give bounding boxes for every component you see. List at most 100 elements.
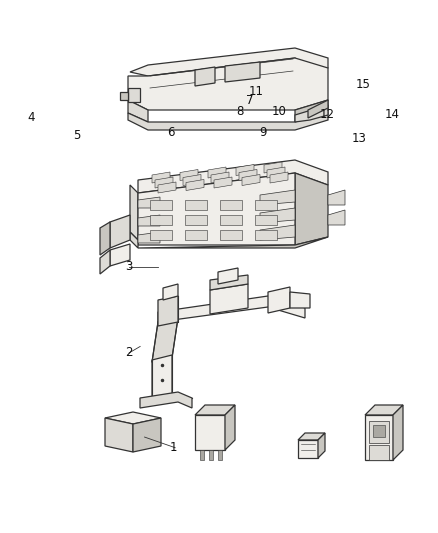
Polygon shape	[138, 160, 328, 193]
Polygon shape	[373, 425, 385, 437]
Polygon shape	[105, 412, 161, 424]
Polygon shape	[290, 292, 310, 308]
Polygon shape	[130, 232, 138, 248]
Polygon shape	[295, 173, 328, 245]
Polygon shape	[260, 208, 295, 223]
Polygon shape	[152, 355, 172, 400]
Polygon shape	[128, 88, 140, 102]
Polygon shape	[138, 232, 160, 243]
Polygon shape	[267, 167, 285, 178]
Polygon shape	[128, 100, 148, 122]
Bar	[255, 215, 277, 225]
Bar	[220, 215, 242, 225]
Polygon shape	[100, 250, 110, 274]
Polygon shape	[163, 284, 178, 300]
Bar	[209, 450, 213, 460]
Polygon shape	[260, 225, 295, 240]
Text: 10: 10	[272, 106, 287, 118]
Polygon shape	[208, 167, 226, 178]
Polygon shape	[130, 48, 328, 76]
Polygon shape	[369, 445, 389, 460]
Polygon shape	[210, 275, 248, 290]
Polygon shape	[298, 433, 325, 440]
Polygon shape	[120, 92, 128, 100]
Text: 13: 13	[352, 132, 367, 145]
Text: 14: 14	[385, 108, 399, 121]
Polygon shape	[128, 113, 328, 130]
Text: 9: 9	[259, 126, 267, 139]
Text: 1: 1	[169, 441, 177, 454]
Text: 2: 2	[125, 346, 133, 359]
Bar	[200, 450, 204, 460]
Polygon shape	[133, 418, 161, 452]
Polygon shape	[268, 287, 290, 313]
Polygon shape	[195, 415, 225, 450]
Text: 12: 12	[320, 108, 335, 121]
Polygon shape	[152, 172, 170, 183]
Polygon shape	[369, 421, 389, 443]
Polygon shape	[264, 162, 282, 173]
Polygon shape	[260, 190, 295, 205]
Polygon shape	[186, 180, 204, 190]
Polygon shape	[130, 185, 138, 240]
Polygon shape	[295, 105, 328, 122]
Bar	[185, 215, 207, 225]
Polygon shape	[180, 169, 198, 181]
Text: 5: 5	[73, 130, 80, 142]
Bar	[150, 200, 172, 210]
Text: 6: 6	[167, 126, 175, 139]
Bar	[220, 230, 242, 240]
Polygon shape	[158, 296, 305, 322]
Polygon shape	[195, 67, 215, 86]
Polygon shape	[110, 244, 130, 266]
Polygon shape	[140, 392, 192, 408]
Polygon shape	[214, 177, 232, 188]
Polygon shape	[138, 197, 160, 208]
Bar	[185, 230, 207, 240]
Bar	[150, 215, 172, 225]
Bar	[220, 200, 242, 210]
Polygon shape	[211, 172, 229, 183]
Polygon shape	[239, 169, 257, 181]
Polygon shape	[328, 190, 345, 205]
Polygon shape	[365, 405, 403, 415]
Polygon shape	[155, 177, 173, 188]
Polygon shape	[270, 172, 288, 183]
Polygon shape	[328, 210, 345, 225]
Polygon shape	[105, 418, 133, 452]
Polygon shape	[158, 296, 178, 326]
Polygon shape	[225, 405, 235, 450]
Polygon shape	[210, 284, 248, 314]
Bar	[255, 230, 277, 240]
Polygon shape	[298, 440, 318, 458]
Polygon shape	[195, 405, 235, 415]
Polygon shape	[318, 433, 325, 458]
Polygon shape	[308, 100, 328, 118]
Polygon shape	[295, 100, 328, 122]
Text: 3: 3	[126, 260, 133, 273]
Polygon shape	[138, 215, 160, 226]
Text: 4: 4	[27, 111, 35, 124]
Polygon shape	[365, 415, 393, 460]
Polygon shape	[138, 173, 295, 245]
Bar	[255, 200, 277, 210]
Polygon shape	[110, 215, 130, 248]
Polygon shape	[138, 237, 328, 248]
Text: 7: 7	[246, 94, 254, 107]
Polygon shape	[152, 318, 178, 362]
Bar	[185, 200, 207, 210]
Text: 8: 8	[237, 106, 244, 118]
Polygon shape	[242, 174, 260, 185]
Polygon shape	[100, 222, 110, 255]
Polygon shape	[236, 165, 254, 175]
Bar	[218, 450, 222, 460]
Bar	[150, 230, 172, 240]
Polygon shape	[158, 182, 176, 193]
Polygon shape	[128, 58, 328, 110]
Text: 15: 15	[356, 78, 371, 91]
Text: 11: 11	[249, 85, 264, 98]
Polygon shape	[225, 62, 260, 82]
Polygon shape	[183, 174, 201, 185]
Polygon shape	[393, 405, 403, 460]
Polygon shape	[218, 268, 238, 284]
